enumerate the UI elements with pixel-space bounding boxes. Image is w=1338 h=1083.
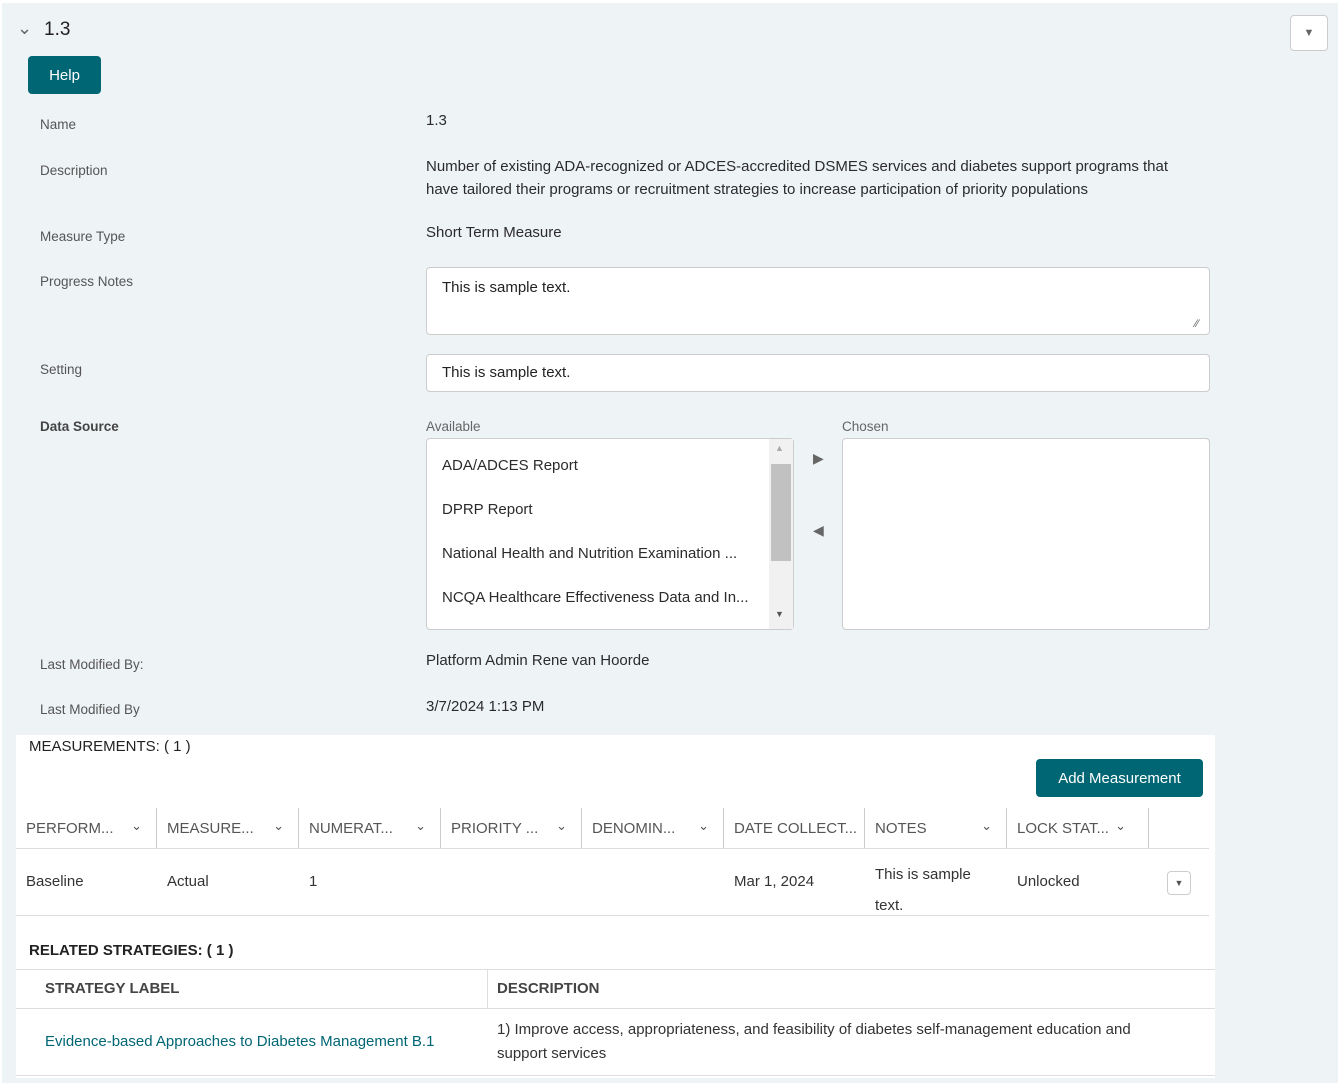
column-label: NOTES	[875, 819, 927, 837]
column-header[interactable]: DATE COLLECT...	[724, 808, 865, 848]
column-label: DENOMIN...	[592, 819, 676, 837]
column-label: PRIORITY ...	[451, 819, 539, 837]
column-header[interactable]: DENOMIN... ⌄	[582, 808, 724, 848]
strategy-link[interactable]: Evidence-based Approaches to Diabetes Ma…	[45, 1033, 435, 1050]
chevron-down-icon[interactable]: ⌄	[556, 818, 567, 833]
collapse-chevron-icon[interactable]: ⌄	[17, 18, 33, 38]
chevron-down-icon[interactable]: ⌄	[273, 818, 284, 833]
chosen-listbox[interactable]	[842, 438, 1210, 630]
chosen-label: Chosen	[842, 419, 889, 434]
add-measurement-button[interactable]: Add Measurement	[1036, 759, 1203, 797]
setting-label: Setting	[40, 362, 83, 377]
chevron-down-icon[interactable]: ⌄	[131, 818, 142, 833]
column-label: PERFORM...	[26, 819, 114, 837]
scroll-down-icon[interactable]: ▼	[775, 609, 784, 619]
data-source-label: Data Source	[40, 419, 119, 434]
setting-input[interactable]: This is sample text.	[426, 354, 1210, 392]
name-label: Name	[40, 117, 77, 132]
list-item[interactable]: National Health and Nutrition Examinatio…	[442, 545, 738, 562]
chevron-down-icon[interactable]: ⌄	[1115, 818, 1126, 833]
column-header[interactable]: NOTES ⌄	[865, 808, 1007, 848]
move-right-icon[interactable]: ▶	[813, 450, 824, 466]
last-modified-date-label: Last Modified By	[40, 702, 140, 717]
last-modified-by-value: Platform Admin Rene van Hoorde	[426, 652, 650, 669]
actions-dropdown-button[interactable]: ▼	[1290, 15, 1328, 51]
chevron-down-icon[interactable]: ⌄	[415, 818, 426, 833]
last-modified-by-label: Last Modified By:	[40, 657, 144, 672]
column-header[interactable]: PRIORITY ... ⌄	[441, 808, 582, 848]
last-modified-date-value: 3/7/2024 1:13 PM	[426, 698, 545, 715]
description-label: Description	[40, 163, 108, 178]
list-item[interactable]: ADA/ADCES Report	[442, 457, 578, 474]
column-label: MEASURE...	[167, 819, 254, 837]
move-left-icon[interactable]: ◀	[813, 522, 824, 538]
cell-measure: Actual	[167, 873, 209, 890]
measure-type-label: Measure Type	[40, 229, 126, 244]
measurements-title: MEASUREMENTS: ( 1 )	[29, 738, 191, 755]
scrollbar-thumb[interactable]	[771, 464, 791, 561]
available-listbox[interactable]: ADA/ADCES Report DPRP Report National He…	[426, 438, 794, 630]
measure-type-value: Short Term Measure	[426, 224, 562, 241]
column-header: STRATEGY LABEL	[45, 980, 180, 997]
column-label: LOCK STAT...	[1017, 819, 1109, 837]
column-label: NUMERAT...	[309, 819, 393, 837]
progress-notes-textarea[interactable]: This is sample text.	[426, 267, 1210, 335]
strategy-description: 1) Improve access, appropriateness, and …	[497, 1021, 1131, 1062]
list-item[interactable]: NCQA Healthcare Effectiveness Data and I…	[442, 589, 749, 606]
resize-handle-icon[interactable]: ∕∕	[1195, 318, 1199, 330]
cell-numerator: 1	[309, 873, 318, 890]
scroll-up-icon[interactable]: ▲	[775, 443, 784, 453]
column-header[interactable]: NUMERAT... ⌄	[299, 808, 441, 848]
column-header[interactable]: LOCK STAT... ⌄	[1007, 808, 1149, 848]
column-header[interactable]: MEASURE... ⌄	[157, 808, 299, 848]
cell-notes: This is sample text.	[875, 866, 971, 914]
name-value: 1.3	[426, 112, 447, 129]
cell-lock-status: Unlocked	[1017, 873, 1080, 890]
description-value: Number of existing ADA-recognized or ADC…	[426, 158, 1169, 198]
section-title: 1.3	[44, 19, 71, 40]
cell-date-collected: Mar 1, 2024	[734, 873, 815, 890]
available-label: Available	[426, 419, 481, 434]
help-button[interactable]: Help	[28, 56, 101, 94]
row-actions-button[interactable]: ▼	[1167, 871, 1191, 895]
progress-notes-label: Progress Notes	[40, 274, 134, 289]
related-lists: MEASUREMENTS: ( 1 ) Add Measurement PERF…	[16, 735, 1215, 1078]
column-header: DESCRIPTION	[497, 980, 600, 997]
chevron-down-icon[interactable]: ⌄	[698, 818, 709, 833]
strategies-title: RELATED STRATEGIES: ( 1 )	[29, 942, 234, 959]
scrollbar[interactable]: ▲ ▼	[769, 439, 793, 629]
column-header[interactable]: PERFORM... ⌄	[16, 808, 157, 848]
chevron-down-icon[interactable]: ⌄	[981, 818, 992, 833]
list-item[interactable]: DPRP Report	[442, 501, 533, 518]
cell-performance: Baseline	[26, 873, 84, 890]
column-label: DATE COLLECT...	[734, 819, 858, 837]
